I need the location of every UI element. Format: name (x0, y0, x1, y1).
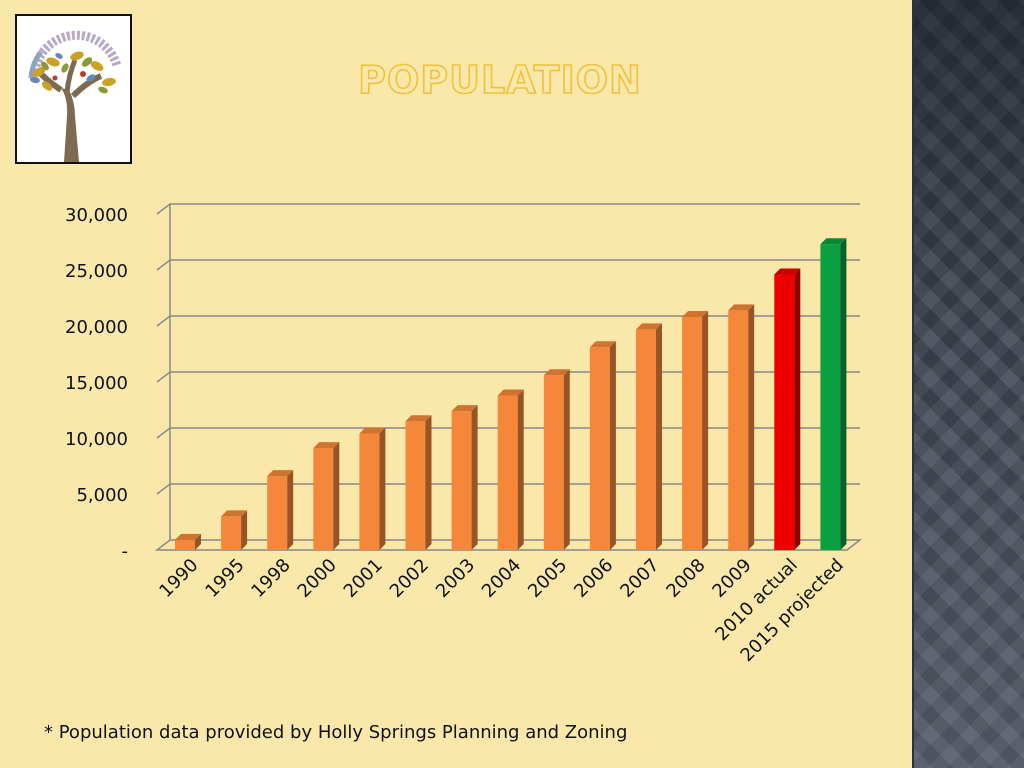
bar (405, 415, 432, 550)
bar-top (543, 369, 570, 376)
bar (728, 304, 755, 550)
x-tick-label: 2004 (478, 555, 525, 602)
x-tick-label: 2000 (294, 555, 341, 602)
bar-side (517, 389, 524, 550)
bar-side (425, 415, 432, 550)
y-tick-label: 10,000 (65, 429, 128, 450)
bar-side (287, 470, 294, 550)
bar-side (840, 238, 847, 551)
bar-front (543, 375, 564, 550)
bar (774, 268, 801, 550)
bar-top (313, 442, 340, 449)
bar-side (609, 341, 616, 550)
bar (267, 470, 294, 550)
x-tick-label: 2003 (432, 555, 479, 602)
y-tick-label: 30,000 (65, 205, 128, 226)
bar-top (221, 510, 248, 517)
bar (682, 311, 709, 550)
bar-top (451, 405, 478, 412)
bar-front (497, 395, 518, 550)
bar-side (195, 533, 201, 550)
bar-front (636, 329, 656, 550)
bar-front (451, 411, 472, 550)
gridline (156, 203, 860, 215)
y-axis-tick-labels: - 5,000 10,000 15,000 20,000 25,000 30,000 (65, 205, 128, 562)
bar-top (497, 389, 524, 396)
bar-side (471, 405, 478, 550)
x-tick-label: 1998 (247, 555, 294, 602)
bar-top (589, 341, 616, 348)
bar-front (820, 244, 841, 551)
bar (589, 341, 616, 550)
bar (359, 427, 386, 550)
x-tick-label: 1990 (155, 555, 202, 602)
x-tick-label: 1995 (201, 555, 248, 602)
x-tick-label: 2008 (662, 555, 709, 602)
bar-front (728, 310, 749, 550)
tree-logo-icon (28, 30, 122, 162)
side-decorative-panel (912, 0, 1024, 768)
slide-title: POPULATION (357, 57, 642, 103)
bar (313, 442, 340, 550)
bar-side (656, 323, 662, 550)
gridline (156, 371, 860, 383)
bar-front (175, 539, 195, 550)
bars (175, 238, 847, 551)
bar (497, 389, 524, 550)
bar-front (359, 433, 380, 550)
x-tick-label: 2006 (570, 555, 617, 602)
x-tick-label: 2007 (616, 555, 663, 602)
y-tick-label: 15,000 (65, 373, 128, 394)
gridline (156, 427, 860, 439)
bar-front (221, 516, 242, 550)
bar-front (405, 421, 426, 550)
bar (820, 238, 847, 551)
bar-side (702, 311, 709, 550)
grid-lines (154, 203, 863, 551)
bar (221, 510, 248, 550)
bar-top (267, 470, 294, 477)
bar-top (636, 323, 662, 330)
population-bar-chart: - 5,000 10,000 15,000 20,000 25,000 30,000 199… (65, 203, 863, 666)
bar-top (405, 415, 432, 422)
y-tick-label: - (122, 541, 129, 562)
x-tick-label: 2005 (524, 555, 571, 602)
bar-side (563, 369, 570, 550)
bar (636, 323, 662, 550)
bar (543, 369, 570, 550)
x-tick-label: 2001 (340, 555, 387, 602)
bar-side (241, 510, 248, 550)
bar-side (333, 442, 340, 550)
bar-top (682, 311, 709, 318)
bar-top (820, 238, 847, 245)
bar-front (774, 274, 795, 550)
gridline (156, 483, 860, 495)
bar-top (175, 533, 201, 540)
bar-front (313, 448, 334, 550)
bar-side (748, 304, 755, 550)
bar-front (267, 476, 288, 550)
bar (175, 533, 201, 550)
x-axis-tick-labels: 1990199519982000200120022003200420052006… (155, 555, 848, 666)
y-tick-label: 20,000 (65, 317, 128, 338)
bar-front (682, 317, 703, 550)
y-tick-label: 5,000 (76, 485, 128, 506)
bar-side (379, 427, 386, 550)
y-tick-label: 25,000 (65, 261, 128, 282)
bar (451, 405, 478, 550)
bar-top (359, 427, 386, 434)
bar-side (794, 268, 801, 550)
logo (15, 14, 132, 164)
bar-front (589, 347, 610, 550)
x-tick-label: 2002 (386, 555, 433, 602)
bar-top (728, 304, 755, 311)
gridline (156, 259, 860, 271)
bar-top (774, 268, 801, 275)
gridline (156, 315, 860, 327)
footnote: * Population data provided by Holly Spri… (44, 722, 628, 743)
chart-floor (154, 539, 863, 551)
